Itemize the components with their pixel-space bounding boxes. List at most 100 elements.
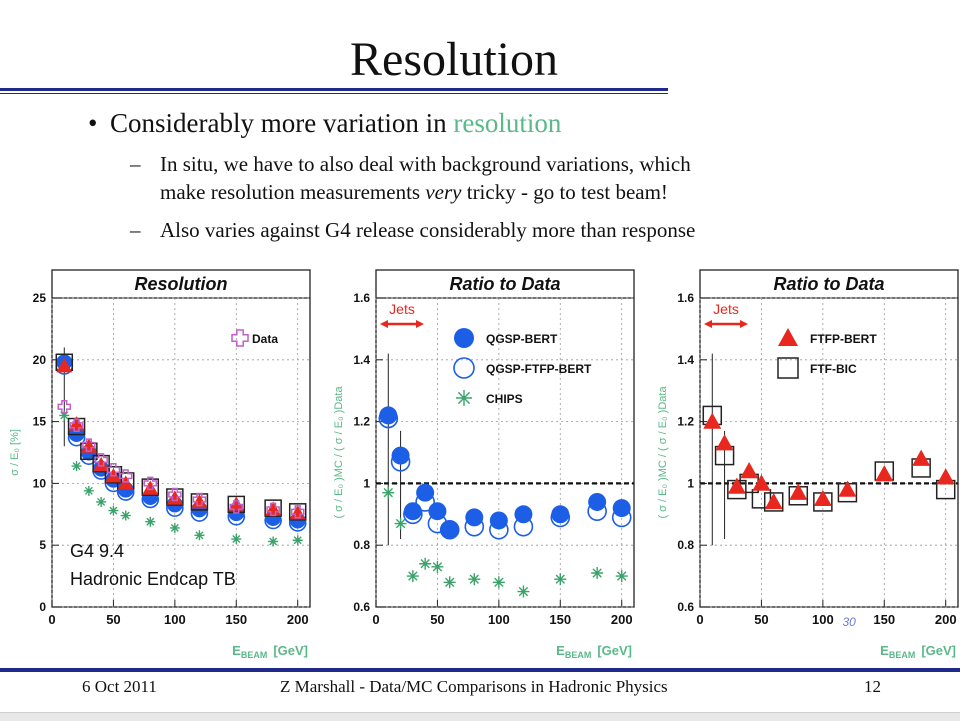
data-point (416, 483, 435, 502)
data-point (169, 522, 180, 533)
page-number: 12 (864, 677, 881, 696)
data-point (382, 486, 395, 499)
x-tick-label: 50 (754, 612, 768, 627)
y-tick-label: 20 (33, 353, 47, 367)
data-point (912, 449, 931, 466)
bullet-highlight: resolution (453, 108, 562, 138)
data-point (229, 500, 244, 514)
footer-title: Z Marshall - Data/MC Comparisons in Hadr… (280, 677, 668, 696)
y-tick-label: 0.6 (353, 600, 370, 614)
sub-bullet-1-line2-end: tricky - go to test beam! (461, 180, 668, 204)
overlay-text: 30 (843, 615, 857, 629)
x-axis-label: EBEAM [GeV] (880, 643, 956, 660)
y-tick-label: 25 (33, 291, 47, 305)
legend-marker (456, 390, 472, 406)
data-point (443, 576, 456, 589)
plot-frame (699, 269, 959, 608)
jets-label: Jets (389, 301, 415, 317)
data-point (838, 480, 857, 497)
data-point (394, 517, 407, 530)
data-point (419, 557, 432, 570)
data-point (288, 503, 307, 521)
legend-label: Data (252, 332, 278, 346)
data-point (142, 480, 159, 495)
footer-rule (0, 668, 960, 672)
x-tick-label: 0 (696, 612, 703, 627)
x-axis-label: EBEAM [GeV] (232, 643, 308, 660)
bullet-dot: • (88, 108, 98, 138)
legend-marker (453, 357, 475, 379)
data-point (290, 505, 305, 519)
x-tick-label: 100 (488, 612, 510, 627)
x-tick-label: 150 (225, 612, 247, 627)
data-point (194, 530, 205, 541)
data-point (551, 505, 570, 524)
y-tick-label: 1.2 (353, 415, 370, 429)
data-point (727, 477, 746, 494)
footer-date: 6 Oct 2011 (82, 677, 157, 696)
data-point (289, 505, 306, 520)
data-point (108, 505, 119, 516)
y-tick-label: 0.8 (677, 538, 694, 552)
data-point (56, 357, 73, 373)
data-point (104, 465, 123, 484)
x-tick-label: 200 (287, 612, 309, 627)
x-tick-label: 200 (611, 612, 633, 627)
main-bullet: • Considerably more variation in resoluti… (88, 108, 561, 139)
y-tick-label: 1.4 (677, 353, 694, 367)
x-tick-label: 50 (106, 612, 120, 627)
data-point (145, 516, 156, 527)
x-tick-label: 200 (935, 612, 957, 627)
title-rule (0, 88, 668, 91)
x-tick-label: 50 (430, 612, 444, 627)
data-point (517, 585, 530, 598)
data-point (615, 570, 628, 583)
jets-arrow-right (740, 320, 748, 328)
y-tick-label: 1 (687, 476, 694, 490)
data-point (143, 476, 158, 491)
chart-panel-3: Ratio to Data 0 50 100 150 200 0.6 0.8 1 1.2 1.4 1.… (657, 269, 959, 660)
legend-label: QGSP-FTFP-BERT (486, 362, 592, 376)
y-tick-label: 1.6 (677, 291, 694, 305)
data-point (118, 469, 133, 483)
data-point (266, 502, 280, 517)
data-point (465, 508, 484, 527)
x-tick-label: 150 (549, 612, 571, 627)
y-axis-label: ( σ / E₀ )MC / ( σ / E₀ )Data (657, 386, 669, 519)
y-tick-label: 15 (33, 415, 47, 429)
data-point (168, 487, 182, 502)
data-point (740, 462, 759, 479)
data-point (406, 570, 419, 583)
y-tick-label: 1.4 (353, 353, 370, 367)
legend-marker (777, 357, 799, 379)
x-tick-label: 100 (164, 612, 186, 627)
data-point (292, 535, 303, 546)
sub-bullet-1-emphasis: very (425, 180, 462, 204)
annotation-line2: Hadronic Endcap TB (70, 569, 236, 589)
data-point (264, 499, 282, 517)
data-point (588, 492, 607, 511)
data-point (71, 461, 82, 472)
data-point (80, 438, 97, 453)
data-point (191, 493, 208, 509)
data-point (492, 576, 505, 589)
data-point (752, 474, 771, 491)
y-tick-label: 0 (39, 600, 46, 614)
data-point (764, 492, 783, 510)
x-tick-label: 0 (372, 612, 379, 627)
annotation-line1: G4 9.4 (70, 541, 124, 561)
legend-marker (454, 328, 474, 348)
data-point (391, 446, 410, 465)
data-point (403, 502, 422, 521)
plot-frame (375, 269, 635, 608)
y-axis-label: σ / E₀ [%] (9, 429, 21, 476)
data-point (514, 505, 533, 524)
legend-label: FTF-BIC (810, 362, 857, 376)
data-point (192, 492, 207, 507)
data-point (82, 438, 96, 452)
y-tick-label: 5 (39, 538, 46, 552)
y-tick-label: 0.8 (353, 538, 370, 552)
data-point (141, 478, 160, 496)
bullet-text: Considerably more variation in (110, 108, 454, 138)
